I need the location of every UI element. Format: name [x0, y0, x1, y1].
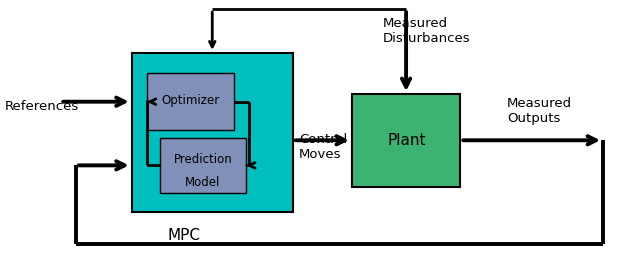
Text: MPC: MPC [168, 228, 201, 243]
Text: Prediction: Prediction [174, 153, 232, 166]
Text: References: References [4, 100, 78, 113]
Bar [131, 53, 293, 212]
Text: Optimizer: Optimizer [161, 94, 220, 107]
Bar [147, 73, 234, 130]
Bar [159, 138, 246, 193]
Text: Control
Moves: Control Moves [299, 133, 348, 161]
Text: Measured
Outputs: Measured Outputs [507, 97, 572, 125]
Bar [352, 94, 460, 187]
Text: Model: Model [185, 176, 221, 189]
Text: Plant: Plant [387, 133, 426, 148]
Text: Measured
Disturbances: Measured Disturbances [383, 17, 470, 45]
